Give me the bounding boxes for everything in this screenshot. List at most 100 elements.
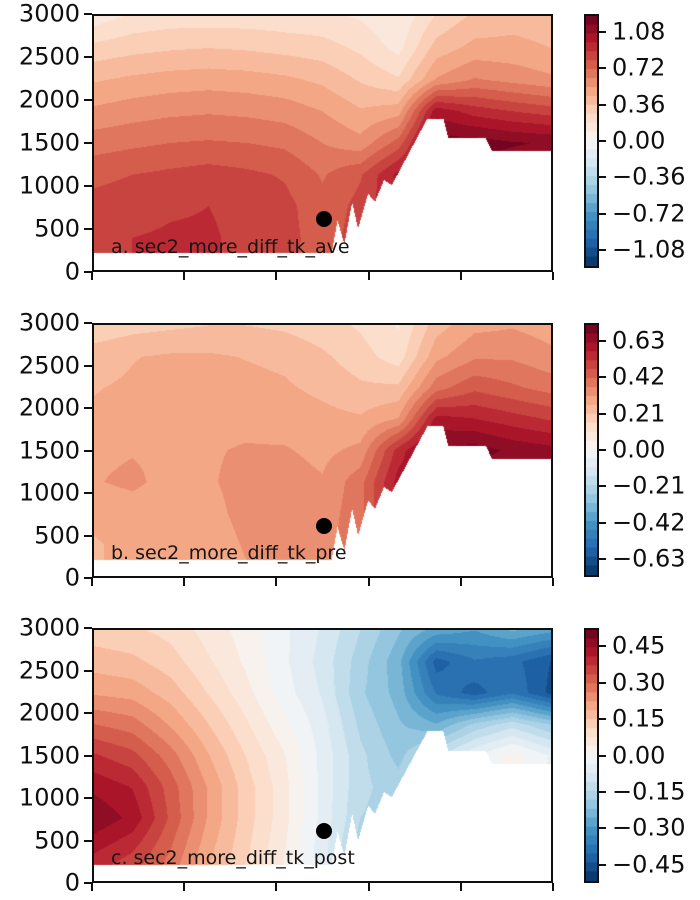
colorbar-canvas-a bbox=[586, 16, 597, 266]
colorbar-b bbox=[584, 323, 599, 577]
y-tick-mark bbox=[84, 492, 92, 494]
colorbar-canvas-b bbox=[586, 325, 597, 575]
colorbar-c bbox=[584, 628, 599, 883]
colorbar-tick-label: −0.45 bbox=[612, 850, 686, 879]
colorbar-tick-label: 0.15 bbox=[612, 704, 666, 733]
colorbar-tick-label: −0.30 bbox=[612, 813, 686, 842]
colorbar-tick-label: −0.36 bbox=[612, 162, 686, 191]
colorbar-tick-mark bbox=[599, 340, 606, 343]
x-tick-mark bbox=[459, 272, 462, 280]
x-tick-mark bbox=[183, 883, 186, 891]
colorbar-tick-mark bbox=[599, 31, 606, 34]
y-tick-mark bbox=[84, 407, 92, 409]
y-tick-mark bbox=[84, 185, 92, 187]
colorbar-tick-label: −0.15 bbox=[612, 777, 686, 806]
y-tick-label: 1500 bbox=[18, 740, 80, 769]
colorbar-tick-label: 0.00 bbox=[612, 435, 666, 464]
colorbar-tick-label: 1.08 bbox=[612, 17, 666, 46]
colorbar-tick-label: 0.63 bbox=[612, 326, 666, 355]
colorbar-tick-mark bbox=[599, 449, 606, 451]
y-tick-mark bbox=[84, 271, 92, 273]
y-tick-label: 2000 bbox=[18, 698, 80, 727]
colorbar-tick-mark bbox=[599, 754, 606, 757]
y-tick-mark bbox=[84, 322, 92, 324]
colorbar-tick-mark bbox=[599, 140, 606, 142]
y-tick-mark bbox=[84, 882, 92, 884]
y-tick-label: 500 bbox=[34, 520, 80, 549]
colorbar-tick-label: −0.63 bbox=[612, 544, 686, 573]
y-tick-mark bbox=[84, 99, 92, 101]
x-tick-mark bbox=[275, 272, 278, 280]
y-tick-label: 2000 bbox=[18, 85, 80, 114]
y-tick-mark bbox=[84, 627, 92, 629]
y-tick-label: 1000 bbox=[18, 171, 80, 200]
colorbar-tick-label: −0.72 bbox=[612, 199, 686, 228]
panel-a: a. sec2_more_diff_tk_ave bbox=[92, 14, 553, 272]
colorbar-tick-mark bbox=[599, 681, 606, 684]
colorbar-tick-label: 0.00 bbox=[612, 740, 666, 769]
profile-marker-dot-a bbox=[315, 211, 332, 228]
y-tick-mark bbox=[84, 534, 92, 537]
x-tick-mark bbox=[275, 578, 278, 586]
x-tick-mark bbox=[91, 578, 93, 586]
colorbar-tick-label: 0.42 bbox=[612, 362, 666, 391]
colorbar-tick-mark bbox=[599, 827, 606, 830]
y-tick-mark bbox=[84, 577, 92, 579]
x-tick-mark bbox=[183, 272, 186, 280]
profile-marker-dot-c bbox=[315, 822, 332, 839]
colorbar-tick-mark bbox=[599, 412, 606, 415]
y-tick-label: 3000 bbox=[18, 0, 80, 28]
colorbar-tick-mark bbox=[599, 485, 606, 488]
y-tick-label: 1000 bbox=[18, 783, 80, 812]
colorbar-tick-label: 0.21 bbox=[612, 399, 666, 428]
y-tick-mark bbox=[84, 754, 92, 757]
y-tick-mark bbox=[84, 669, 92, 672]
colorbar-canvas-c bbox=[586, 630, 597, 881]
panel-b: b. sec2_more_diff_tk_pre bbox=[92, 323, 553, 578]
colorbar-tick-mark bbox=[599, 376, 606, 379]
colorbar-tick-mark bbox=[599, 176, 606, 179]
panel-b-label: b. sec2_more_diff_tk_pre bbox=[111, 542, 347, 564]
colorbar-tick-mark bbox=[599, 248, 606, 251]
y-tick-label: 2000 bbox=[18, 393, 80, 422]
colorbar-tick-mark bbox=[599, 645, 606, 648]
y-tick-mark bbox=[84, 712, 92, 714]
colorbar-tick-label: 0.30 bbox=[612, 668, 666, 697]
x-tick-mark bbox=[367, 578, 370, 586]
colorbar-tick-mark bbox=[599, 103, 606, 106]
x-tick-mark bbox=[367, 272, 370, 280]
y-tick-label: 0 bbox=[64, 257, 80, 286]
panel-a-label: a. sec2_more_diff_tk_ave bbox=[111, 236, 350, 258]
colorbar-tick-label: 0.36 bbox=[612, 90, 666, 119]
x-tick-mark bbox=[91, 272, 93, 280]
x-tick-mark bbox=[275, 883, 278, 891]
colorbar-tick-mark bbox=[599, 790, 606, 793]
y-tick-label: 1500 bbox=[18, 435, 80, 464]
y-tick-mark bbox=[84, 839, 92, 842]
panel-c: c. sec2_more_diff_tk_post bbox=[92, 628, 553, 883]
y-tick-mark bbox=[84, 13, 92, 15]
contour-plot-a bbox=[94, 16, 551, 270]
y-tick-label: 1000 bbox=[18, 478, 80, 507]
y-tick-label: 2500 bbox=[18, 350, 80, 379]
contour-plot-b bbox=[94, 325, 551, 576]
y-tick-label: 3000 bbox=[18, 613, 80, 642]
colorbar-tick-label: −1.08 bbox=[612, 235, 686, 264]
x-tick-mark bbox=[459, 883, 462, 891]
x-tick-mark bbox=[552, 883, 554, 891]
colorbar-tick-mark bbox=[599, 67, 606, 70]
x-tick-mark bbox=[91, 883, 93, 891]
panel-c-label: c. sec2_more_diff_tk_post bbox=[111, 847, 355, 869]
x-tick-mark bbox=[552, 272, 554, 280]
x-tick-mark bbox=[552, 578, 554, 586]
y-tick-label: 500 bbox=[34, 825, 80, 854]
colorbar-tick-mark bbox=[599, 557, 606, 560]
y-tick-label: 500 bbox=[34, 214, 80, 243]
colorbar-tick-label: −0.21 bbox=[612, 471, 686, 500]
y-tick-label: 3000 bbox=[18, 308, 80, 337]
x-tick-mark bbox=[183, 578, 186, 586]
y-tick-label: 0 bbox=[64, 868, 80, 897]
x-tick-mark bbox=[459, 578, 462, 586]
x-tick-mark bbox=[367, 883, 370, 891]
